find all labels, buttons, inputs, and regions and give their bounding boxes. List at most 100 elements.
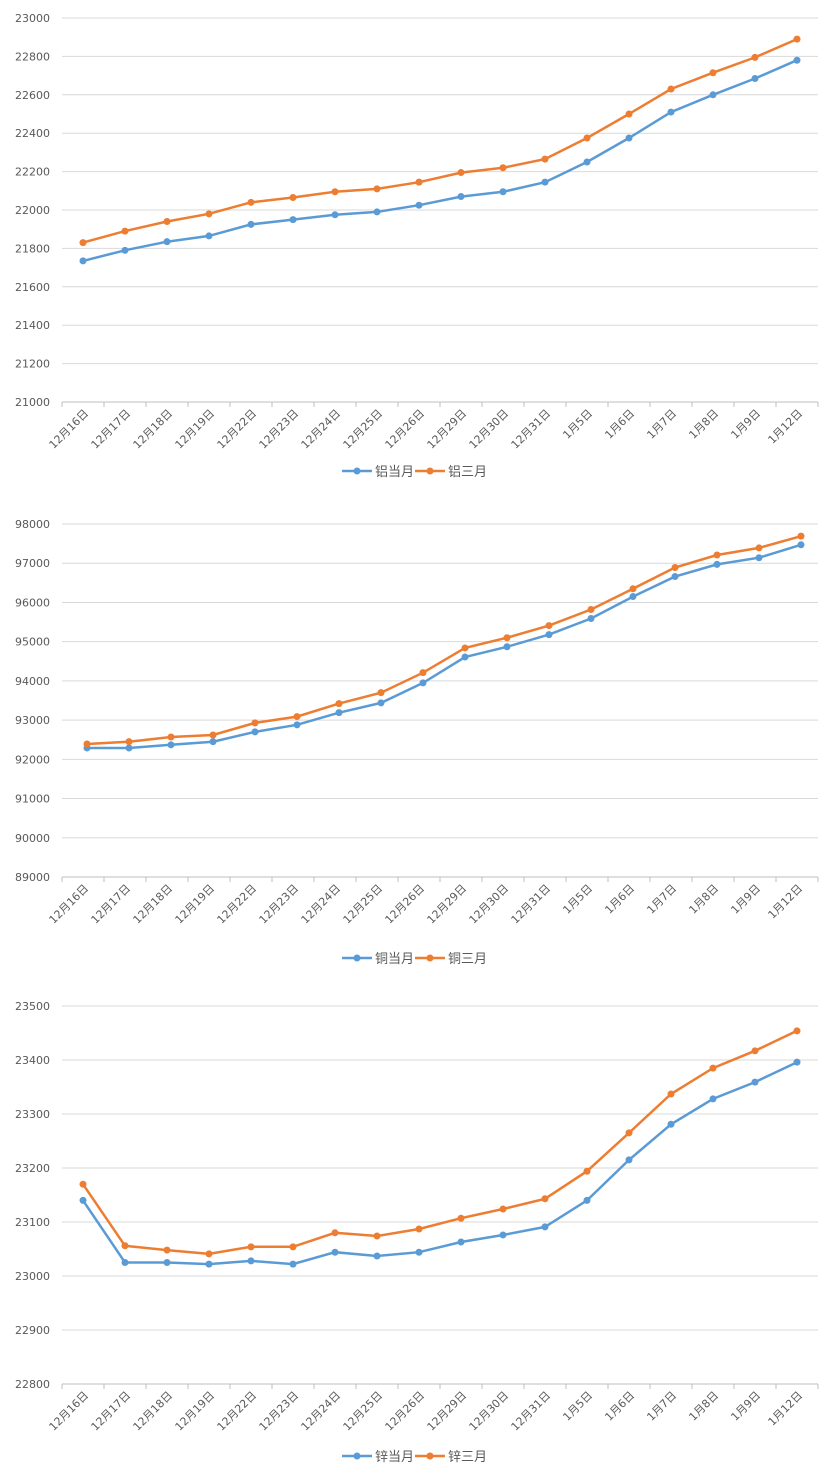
- y-tick-label: 23200: [15, 1162, 50, 1175]
- data-point: [625, 1129, 633, 1137]
- series-line-2: [81, 1029, 798, 1256]
- data-point: [415, 1248, 423, 1256]
- data-point: [79, 239, 87, 247]
- y-tick-label: 23400: [15, 1054, 50, 1067]
- data-point: [205, 232, 213, 240]
- data-point: [121, 246, 129, 254]
- data-point: [293, 721, 301, 729]
- x-tick-label: 1月8日: [686, 407, 721, 442]
- x-tick-label: 1月12日: [766, 407, 806, 447]
- x-tick-label: 12月18日: [131, 1389, 176, 1434]
- y-tick-label: 96000: [15, 596, 50, 609]
- data-point: [709, 69, 717, 77]
- y-tick-label: 92000: [15, 753, 50, 766]
- x-tick-label: 1月8日: [686, 882, 721, 917]
- y-tick-label: 22400: [15, 127, 50, 140]
- data-point: [247, 1243, 255, 1251]
- x-tick-label: 12月23日: [257, 882, 302, 927]
- data-point: [121, 227, 129, 235]
- data-point: [335, 700, 343, 708]
- x-tick-label: 1月6日: [602, 882, 637, 917]
- data-point: [167, 733, 175, 741]
- y-tick-label: 21200: [15, 358, 50, 371]
- data-point: [167, 741, 175, 749]
- x-tick-label: 12月19日: [173, 1389, 218, 1434]
- x-tick-label: 12月17日: [89, 407, 134, 452]
- x-tick-label: 1月7日: [644, 1389, 679, 1424]
- data-point: [793, 35, 801, 43]
- data-point: [587, 606, 595, 614]
- data-point: [793, 1027, 801, 1035]
- data-point: [373, 185, 381, 193]
- data-point: [163, 1259, 171, 1266]
- data-point: [335, 709, 343, 717]
- x-tick-label: 12月24日: [299, 882, 344, 927]
- data-point: [79, 1196, 87, 1204]
- data-point: [419, 669, 427, 677]
- x-tick-label: 1月9日: [728, 1389, 763, 1424]
- data-point: [293, 713, 301, 721]
- data-point: [751, 1047, 759, 1055]
- data-point: [457, 169, 465, 177]
- data-point: [251, 719, 259, 727]
- x-tick-label: 12月26日: [383, 407, 428, 452]
- data-point: [83, 740, 91, 748]
- data-point: [163, 238, 171, 246]
- data-point: [755, 544, 763, 552]
- data-point: [331, 188, 339, 196]
- x-tick-label: 12月22日: [215, 882, 260, 927]
- y-tick-label: 23500: [15, 1000, 50, 1013]
- legend-marker: [353, 467, 361, 475]
- data-point: [415, 178, 423, 186]
- y-tick-label: 21400: [15, 319, 50, 332]
- data-point: [709, 91, 717, 99]
- x-tick-label: 1月9日: [728, 882, 763, 917]
- x-tick-label: 1月12日: [766, 882, 806, 922]
- y-tick-label: 21800: [15, 242, 50, 255]
- x-tick-label: 1月5日: [560, 1389, 595, 1424]
- legend-label: 铝三月: [448, 465, 487, 480]
- data-point: [499, 188, 507, 196]
- data-point: [209, 731, 217, 739]
- data-point: [331, 1229, 339, 1237]
- data-point: [289, 216, 297, 224]
- series-line-1: [81, 1061, 798, 1266]
- data-point: [667, 1120, 675, 1128]
- x-tick-label: 12月24日: [299, 1389, 344, 1434]
- data-point: [289, 1243, 297, 1251]
- data-point: [457, 193, 465, 201]
- x-tick-label: 12月31日: [509, 1389, 554, 1434]
- legend-label: 铜当月: [375, 952, 414, 967]
- y-tick-label: 22800: [15, 50, 50, 63]
- series-line-2: [82, 37, 798, 244]
- data-point: [671, 573, 679, 581]
- data-point: [625, 1156, 633, 1164]
- y-tick-label: 22900: [15, 1324, 50, 1337]
- x-tick-label: 12月24日: [299, 407, 344, 452]
- x-tick-label: 12月26日: [383, 882, 428, 927]
- x-tick-label: 12月17日: [89, 1389, 134, 1434]
- legend-entry-2: 铝三月: [415, 465, 487, 480]
- data-point: [377, 699, 385, 707]
- data-point: [121, 1242, 129, 1250]
- chart-3: 22800 22900 23000 23100 23200 23300 23400 23500…: [15, 1000, 819, 1465]
- x-tick-label: 12月30日: [467, 407, 512, 452]
- legend-label: 铝当月: [375, 465, 414, 480]
- legend-label: 锌三月: [448, 1450, 487, 1465]
- data-point: [163, 218, 171, 226]
- legend-marker: [353, 954, 361, 962]
- data-point: [499, 164, 507, 172]
- data-point: [461, 653, 469, 661]
- data-point: [793, 1058, 801, 1066]
- y-tick-label: 22200: [15, 166, 50, 179]
- data-point: [541, 1195, 549, 1203]
- x-tick-label: 1月7日: [644, 407, 679, 442]
- y-tick-label: 21600: [15, 281, 50, 294]
- y-tick-label: 91000: [15, 793, 50, 806]
- data-point: [583, 1167, 591, 1175]
- data-point: [503, 634, 511, 642]
- x-tick-label: 12月19日: [173, 407, 218, 452]
- data-point: [163, 1246, 171, 1254]
- data-point: [583, 134, 591, 142]
